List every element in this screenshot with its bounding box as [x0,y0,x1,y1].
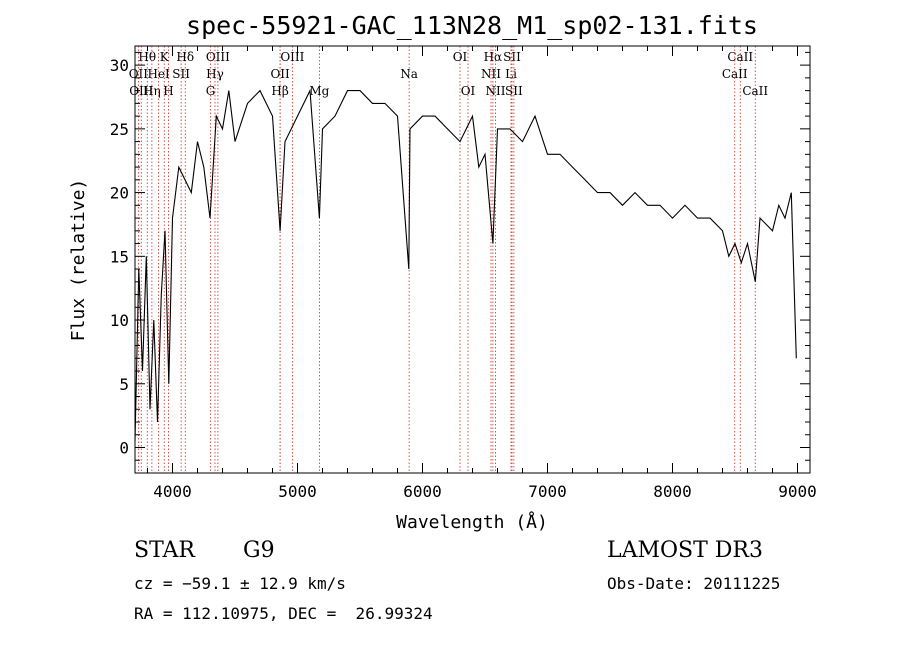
line-marker-label: NII [486,84,506,98]
line-marker-label: Hβ [271,84,288,98]
object-class: STAR [134,538,195,563]
line-marker-label: OI [461,84,476,98]
redshift-cz: cz = −59.1 ± 12.9 km/s [134,574,346,593]
line-marker-label: SII [172,67,190,81]
line-marker-label: OIII [206,50,230,64]
axes: 4000 5000 6000 7000 8000 9000 0 5 10 15 20 25 30 [110,46,817,501]
y-tick-label: 5 [119,375,129,394]
x-tick-label: 4000 [153,482,192,501]
line-marker-label: Hα [484,50,503,64]
line-marker-label: OII [129,67,149,81]
spectrum-line [134,88,797,442]
y-tick-label: 10 [110,311,129,330]
line-marker-label: Hγ [206,67,224,81]
survey-name: LAMOST DR3 [607,538,763,563]
x-tick-label: 6000 [403,482,442,501]
chart-title: spec-55921-GAC_113N28_M1_sp02-131.fits [186,11,758,40]
y-tick-label: 20 [110,184,129,203]
y-tick-label: 30 [110,56,129,75]
line-marker-label: NII [481,67,501,81]
line-marker-label: SII [503,50,521,64]
x-tick-label: 8000 [653,482,692,501]
line-marker-label: Hδ [176,50,194,64]
x-tick-label: 5000 [278,482,317,501]
y-tick-label: 15 [110,247,129,266]
y-axis-label: Flux (relative) [68,179,89,342]
line-marker-label: CaII [742,84,768,98]
line-marker-label: K [160,50,170,64]
object-subclass: G9 [243,538,275,563]
line-marker-label: Mg [309,84,329,98]
line-marker-label: OIII [280,50,304,64]
y-tick-label: 0 [119,439,129,458]
x-tick-label: 7000 [528,482,567,501]
line-marker-label: H [163,84,173,98]
obs-date: Obs-Date: 20111225 [607,574,781,593]
x-tick-label: 9000 [778,482,817,501]
line-marker-label: Li [505,67,517,81]
x-axis-label: Wavelength (Å) [396,511,548,533]
line-marker-label: Na [400,67,418,81]
line-marker-label: SII [505,84,523,98]
plot-frame [134,45,811,474]
line-marker-label: OI [453,50,468,64]
line-marker-label: G [206,84,216,98]
line-marker-label: CaII [727,50,753,64]
line-marker-label: HeI [147,67,170,81]
line-marker-label: CaII [722,67,748,81]
line-marker-label: Hη [143,84,161,98]
ra-dec: RA = 112.10975, DEC = 26.99324 [134,604,433,623]
y-tick-label: 25 [110,120,129,139]
